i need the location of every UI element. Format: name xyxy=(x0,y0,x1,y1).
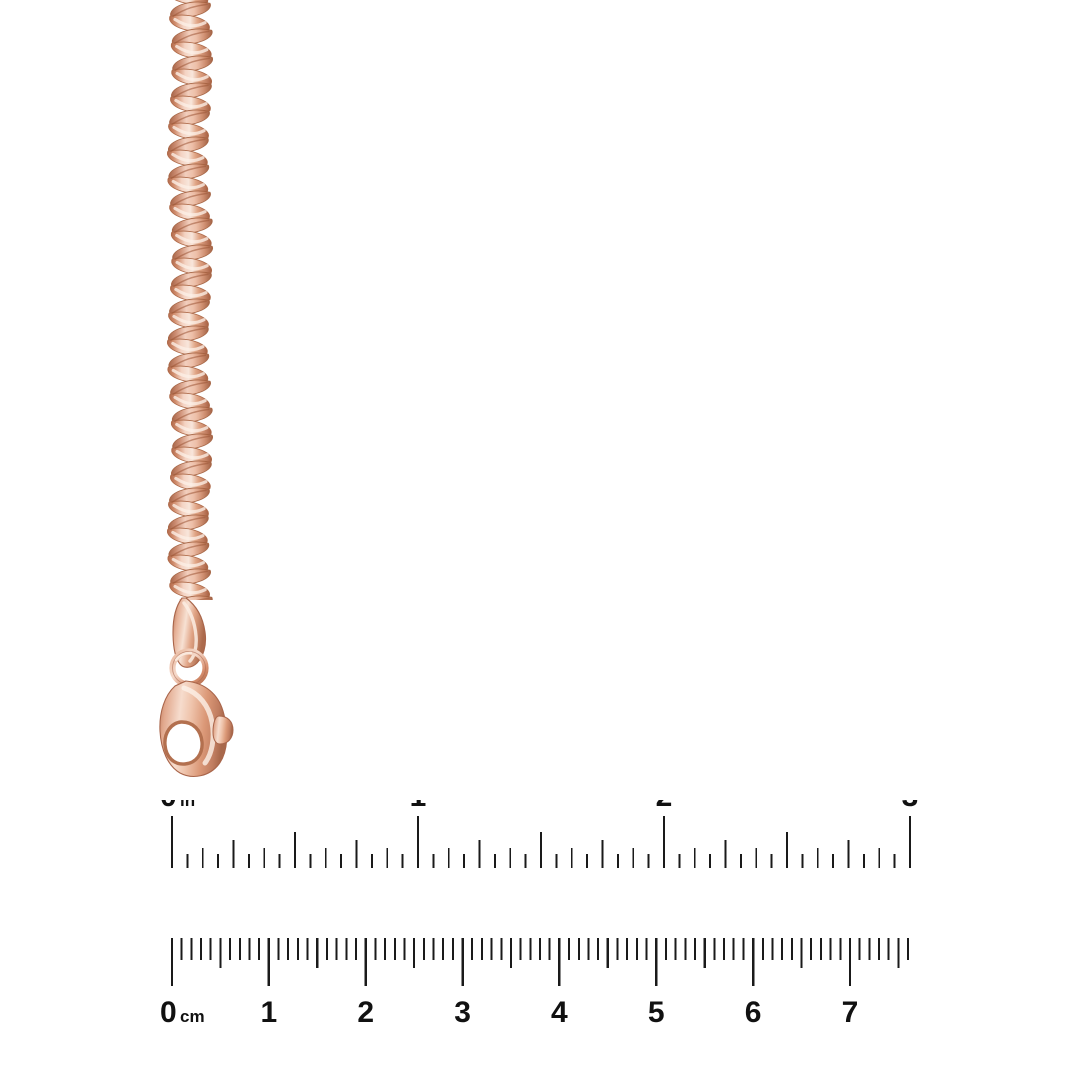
rope-strand-highlight xyxy=(175,71,209,82)
rope-strand-highlight xyxy=(171,530,205,541)
cm-unit-label: cm xyxy=(180,1007,205,1026)
rope-strand-highlight xyxy=(171,152,205,163)
cm-label: 0 xyxy=(160,996,177,1029)
cm-label: 3 xyxy=(454,996,471,1029)
rope-strand-crease xyxy=(172,570,208,584)
rope-strand-highlight xyxy=(175,260,209,271)
ruler: 0 1 2 3 in 0 1 2 3 4 5 6 7 cm xyxy=(0,800,1080,1030)
rope-strand-highlight xyxy=(173,584,207,595)
rope-strand-crease xyxy=(172,381,208,395)
rope-strand-front xyxy=(168,122,209,140)
inch-label: 3 xyxy=(902,800,919,813)
rope-strand-highlight xyxy=(173,17,207,28)
rope-strand-highlight xyxy=(174,287,208,298)
rope-strand-highlight xyxy=(172,125,206,136)
rope-strand-highlight xyxy=(171,557,205,568)
cm-label: 7 xyxy=(842,996,859,1029)
rope-chain-graphic xyxy=(167,0,213,600)
rope-strand-highlight xyxy=(172,314,206,325)
rope-strand-highlight xyxy=(174,98,208,109)
rope-strand-front xyxy=(170,95,211,113)
rope-strand-front xyxy=(171,68,212,86)
rope-strand-crease xyxy=(171,111,207,125)
rope-strand-highlight xyxy=(174,476,208,487)
cm-label-group: 0 1 2 3 4 5 6 7 cm xyxy=(160,996,858,1029)
rope-strand-crease xyxy=(174,246,210,260)
rope-strand-crease xyxy=(170,543,207,557)
ruler-svg: 0 1 2 3 in 0 1 2 3 4 5 6 7 cm xyxy=(160,800,918,1029)
rope-strand-crease xyxy=(170,516,206,530)
rope-strand-crease xyxy=(171,300,207,314)
inch-tick-group xyxy=(170,816,912,868)
rope-strand-highlight xyxy=(173,395,207,406)
inch-label: 0 xyxy=(160,800,177,813)
inch-unit-label: in xyxy=(180,800,195,810)
inch-label-group: 0 1 2 3 in xyxy=(160,800,918,813)
rope-strand-highlight xyxy=(175,233,209,244)
inch-label: 2 xyxy=(656,800,673,813)
rope-strand-highlight xyxy=(175,44,209,55)
rope-strand-front xyxy=(171,446,212,464)
cm-label: 6 xyxy=(745,996,762,1029)
rope-strand-front xyxy=(168,311,209,329)
rope-strand-front xyxy=(170,284,211,302)
cm-label: 2 xyxy=(357,996,374,1029)
cm-label: 1 xyxy=(261,996,278,1029)
rope-strand-crease xyxy=(174,57,210,71)
rope-strand-crease xyxy=(173,219,210,233)
rope-strand-crease xyxy=(170,327,206,341)
clasp-end-tag xyxy=(172,597,207,668)
rope-strand-front xyxy=(168,500,209,518)
rope-strand-highlight xyxy=(172,503,206,514)
lobster-claw-clasp-graphic xyxy=(159,597,234,777)
inch-label: 1 xyxy=(410,800,427,813)
rope-strand-highlight xyxy=(171,179,205,190)
rope-strand-crease xyxy=(173,30,210,44)
rope-strand-crease xyxy=(173,462,209,476)
rope-strand-crease xyxy=(174,408,210,422)
rope-chain-links xyxy=(167,0,213,600)
rope-strand-crease xyxy=(172,3,208,17)
rope-strand-crease xyxy=(172,192,208,206)
rope-strand-crease xyxy=(170,165,207,179)
rope-strand-crease xyxy=(170,138,206,152)
rope-strand-front xyxy=(171,257,212,275)
rope-strand-crease xyxy=(171,489,207,503)
rope-strand-highlight xyxy=(173,206,207,217)
rope-strand-crease xyxy=(174,435,210,449)
rope-strand-crease xyxy=(173,273,209,287)
rope-strand-front xyxy=(170,473,211,491)
rope-strand-highlight xyxy=(171,341,205,352)
cm-tick-group xyxy=(170,938,910,986)
cm-label: 4 xyxy=(551,996,568,1029)
rope-strand-crease xyxy=(170,354,207,368)
cm-label: 5 xyxy=(648,996,665,1029)
rope-strand-highlight xyxy=(175,422,209,433)
rope-strand-crease xyxy=(173,84,209,98)
rope-strand-highlight xyxy=(175,449,209,460)
rope-strand-highlight xyxy=(171,368,205,379)
clasp-body xyxy=(159,680,234,777)
rope-strand-crease xyxy=(195,597,210,600)
product-photo-area xyxy=(159,0,234,777)
